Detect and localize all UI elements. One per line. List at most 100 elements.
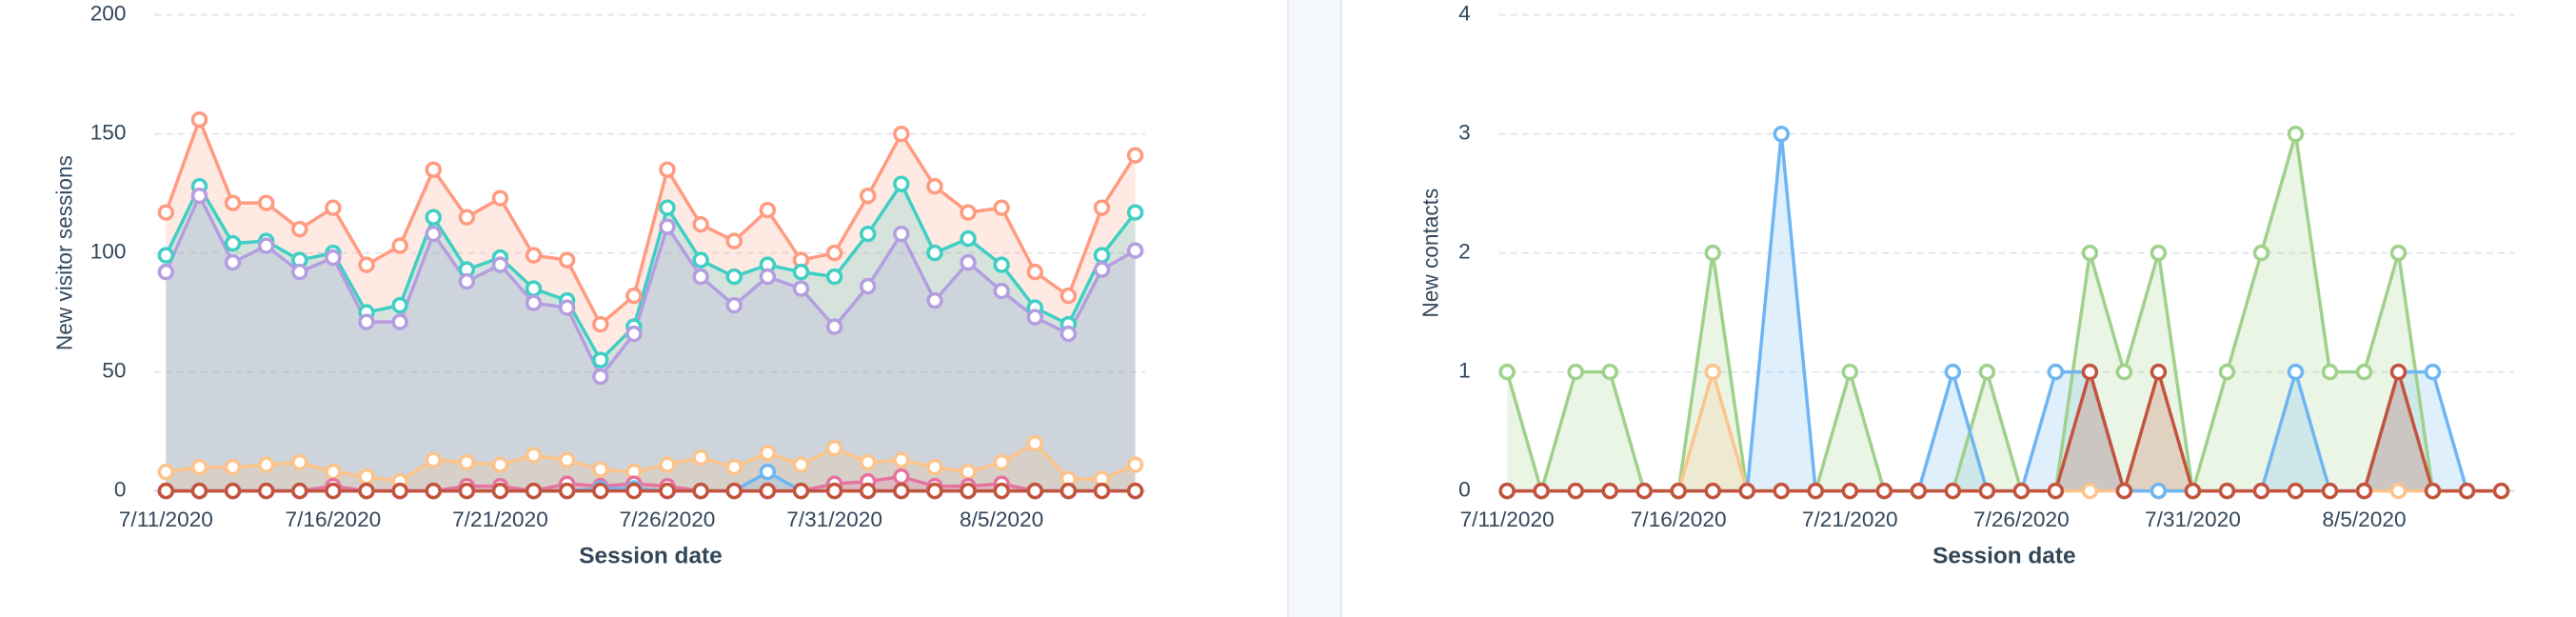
point [1026,308,1043,326]
y-axis-title: New contacts [1418,189,1443,318]
point [993,282,1010,300]
point [759,463,777,481]
point [792,482,810,500]
point [960,482,977,500]
point [425,209,442,226]
point [1533,482,1550,500]
point [224,234,242,252]
point [525,247,543,264]
point [325,249,342,267]
point [425,451,442,468]
point [1910,482,1928,500]
y-tick-label: 200 [90,1,127,26]
point [1807,482,1824,500]
point [1060,325,1078,343]
point [1060,287,1078,305]
point [1567,363,1584,381]
area-fill [166,184,1136,491]
point [2115,363,2133,381]
point [157,263,175,281]
point [2389,244,2408,262]
point [525,482,543,500]
point [2321,363,2339,381]
y-tick-label: 2 [1458,239,1471,264]
point [257,237,275,254]
point [2047,482,2065,500]
point [1978,482,1996,500]
point [893,468,910,486]
point [291,453,308,471]
point [859,453,877,471]
point [2081,363,2099,381]
point [2424,482,2442,500]
point [893,225,910,243]
area-fill [1507,371,2502,491]
point [2081,482,2099,500]
point [725,268,743,286]
point [859,277,877,295]
point [2424,363,2442,381]
point [759,201,777,219]
point [291,482,308,500]
point [458,272,476,290]
point [2184,482,2202,500]
point [1093,247,1111,264]
point [859,482,877,500]
point [2150,482,2168,500]
point [257,194,275,211]
point [993,256,1010,273]
point [2150,363,2168,381]
point [157,247,175,264]
x-tick-label: 7/26/2020 [620,507,716,531]
point [725,482,743,500]
point [926,177,943,195]
point [190,187,208,205]
point [692,268,709,286]
point [2252,482,2270,500]
point [257,456,275,473]
point [157,463,175,481]
point [759,268,777,286]
point [157,482,175,500]
point [558,451,576,468]
y-tick-label: 0 [1458,477,1471,502]
point [458,453,476,471]
point [625,287,643,305]
y-tick-label: 50 [102,358,126,383]
point [491,456,509,473]
point [659,218,676,235]
point [525,294,543,311]
point [960,253,977,271]
point [893,175,910,192]
point [358,482,375,500]
point [592,368,609,386]
point [425,482,442,500]
point [558,299,576,316]
point [692,448,709,467]
x-tick-label: 7/31/2020 [2145,507,2241,531]
point [1126,482,1144,500]
point [2252,244,2270,262]
point [1126,147,1144,164]
point [893,451,910,468]
area-fill [1507,371,2502,491]
x-tick-label: 7/26/2020 [1973,507,2070,531]
point [1978,363,1996,381]
point [2287,125,2305,143]
area-fill [166,476,1136,491]
point [825,482,843,500]
point [725,458,743,476]
y-tick-label: 4 [1458,1,1471,26]
point [825,318,843,335]
point [491,189,509,207]
point [2081,244,2099,262]
point [1026,482,1043,500]
point [893,482,910,500]
point [291,263,308,281]
point [1875,482,1893,500]
y-tick-label: 0 [114,477,127,502]
point [491,482,509,500]
point [625,482,643,500]
point [993,199,1010,216]
